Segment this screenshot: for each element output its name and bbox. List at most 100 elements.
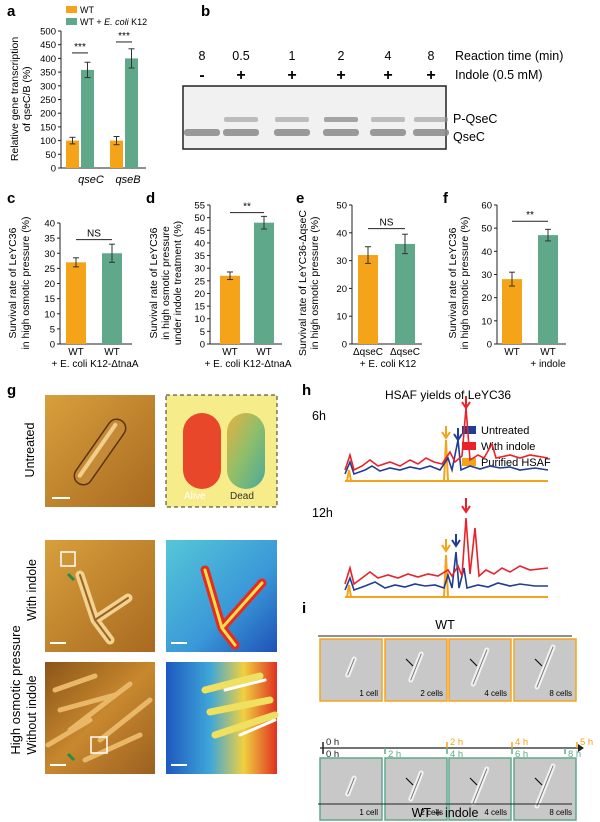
y-tick-label: 300 (40, 81, 56, 92)
panel-d-xsub: + E. coli K12-ΔtnaA (204, 359, 291, 370)
y-tick-label: 15 (44, 294, 55, 305)
bar (502, 279, 522, 344)
band-label-qsec: QseC (453, 130, 485, 144)
alive-cell-shape (183, 413, 221, 489)
significance-label: NS (380, 218, 394, 229)
significance-label: *** (118, 31, 130, 42)
y-tick-label: 10 (336, 312, 347, 323)
y-tick-label: 25 (44, 264, 55, 275)
panel-e-ylabel-1: Survival rate of LeYC36-ΔqseC (297, 210, 309, 356)
panel-f-ylabel-2: in high osmotic pressure (%) (459, 216, 471, 349)
panel-c-ylabel-1: Survival rate of LeYC36 (7, 227, 19, 338)
bacterium-outline (536, 646, 554, 688)
wt-timelapse-row: 1 cell 2 cells 4 cells 8 cells (319, 638, 577, 702)
panel-label-i: i (302, 600, 306, 617)
chromatogram-12h-with-indole (344, 517, 549, 586)
panel-c-ylabel-2: in high osmotic pressure (%) (20, 216, 32, 349)
y-tick-label: 50 (45, 150, 56, 161)
p-qsec-band (324, 117, 358, 122)
hplc-time-6h: 6h (312, 409, 326, 423)
bar (395, 243, 415, 344)
bacterium-outline (410, 772, 422, 800)
cell-count-label: 2 cells (420, 808, 443, 817)
y-tick-label: 200 (40, 109, 56, 120)
afm-bacterium-untreated (73, 418, 127, 486)
row-label-high-osmotic: High osmotic pressure (8, 625, 23, 754)
y-tick-label: 30 (481, 270, 492, 281)
panel-d-xlabel-1: WT (222, 347, 238, 358)
afm-bacteria-edge (79, 574, 129, 641)
panel-label-b: b (201, 3, 210, 20)
gel-image (182, 85, 447, 150)
panel-label-f: f (443, 190, 449, 207)
panel-a-xlabel-qseb: qseB (115, 174, 140, 186)
indole-sign: + (287, 67, 296, 84)
y-tick-label: 50 (481, 224, 492, 235)
indole-sign: + (426, 67, 435, 84)
y-tick-label: 0 (51, 164, 56, 175)
timeline-bottom-label: 2 h (388, 749, 401, 760)
panel-c: c Survival rate of LeYC36 in high osmoti… (7, 190, 139, 370)
panel-label-a: a (7, 3, 16, 20)
panel-a-xlabel-qsec: qseC (78, 174, 104, 186)
reaction-time-label: Reaction time (min) (455, 49, 563, 63)
y-tick-label: 350 (40, 68, 56, 79)
indole-sign: + (383, 67, 392, 84)
panel-c-xlabel-2: WT (104, 347, 120, 358)
division-arrow-icon (405, 777, 414, 786)
arrow-purified-12h-icon (441, 539, 451, 553)
panel-d-ylabel-1: Survival rate of LeYC36 (148, 227, 160, 338)
y-tick-label: 40 (481, 247, 492, 258)
timeline-top-label: 2 h (450, 737, 463, 748)
division-arrow-icon (534, 777, 543, 786)
panel-a-ylabel-1: Relative gene transcription (9, 37, 21, 161)
bacterium-outline (472, 649, 488, 685)
panel-e-xsub: + E. coli K12 (360, 359, 417, 370)
bar (538, 235, 558, 344)
qsec-band (413, 129, 449, 136)
y-tick-label: 55 (194, 201, 205, 212)
bar (81, 69, 94, 168)
bar (125, 58, 138, 168)
reaction-time-value: 4 (385, 49, 392, 63)
panel-label-h: h (302, 382, 311, 399)
chromatogram-6h-purified-peaks (346, 439, 449, 482)
panel-f-ylabel-1: Survival rate of LeYC36 (447, 227, 459, 338)
panel-d-ylabel-2: in high osmotic pressure (160, 226, 172, 340)
scale-bar (52, 497, 70, 499)
cell-count-label: 4 cells (484, 808, 507, 817)
y-tick-label: 20 (336, 284, 347, 295)
significance-label: ** (243, 202, 251, 213)
scale-bar (171, 642, 187, 644)
y-tick-label: 0 (200, 340, 205, 351)
panel-f-xlabel-1: WT (504, 347, 520, 358)
green-arrow-icon (66, 752, 76, 762)
timeline-bottom-label: 4 h (450, 749, 463, 760)
afm-bacteria-without-indole (45, 673, 153, 763)
arrow-untreated-12h-icon (451, 534, 461, 548)
y-tick-label: 100 (40, 136, 56, 147)
y-tick-label: 50 (194, 213, 205, 224)
panel-label-d: d (146, 190, 155, 207)
panel-e-axes: 0 10 20 30 40 50 NS (336, 201, 422, 351)
dead-label: Dead (230, 491, 254, 502)
wt-indole-timelapse-row: 1 cell 2 cells 4 cells 8 cells (319, 757, 577, 821)
panel-b-indole-row: - + + + + + (199, 67, 435, 84)
heatmap-bacteria-core (203, 568, 264, 647)
chromatogram-6h-with-indole (344, 407, 549, 472)
legend-swatch-wt (66, 6, 77, 13)
qsec-band (223, 129, 259, 136)
cell-count-label: 2 cells (420, 689, 443, 698)
cell-count-label: 8 cells (549, 808, 572, 817)
legend-swatch-purified-hsaf (462, 458, 476, 466)
y-tick-label: 5 (200, 327, 205, 338)
chromatogram-6h-untreated (344, 439, 549, 476)
panel-e-xlabel-1: ΔqseC (353, 347, 383, 358)
y-tick-label: 25 (194, 276, 205, 287)
heatmap-bacteria-highlight (223, 678, 277, 737)
bacterium-outline (472, 768, 488, 804)
bar (254, 222, 274, 344)
